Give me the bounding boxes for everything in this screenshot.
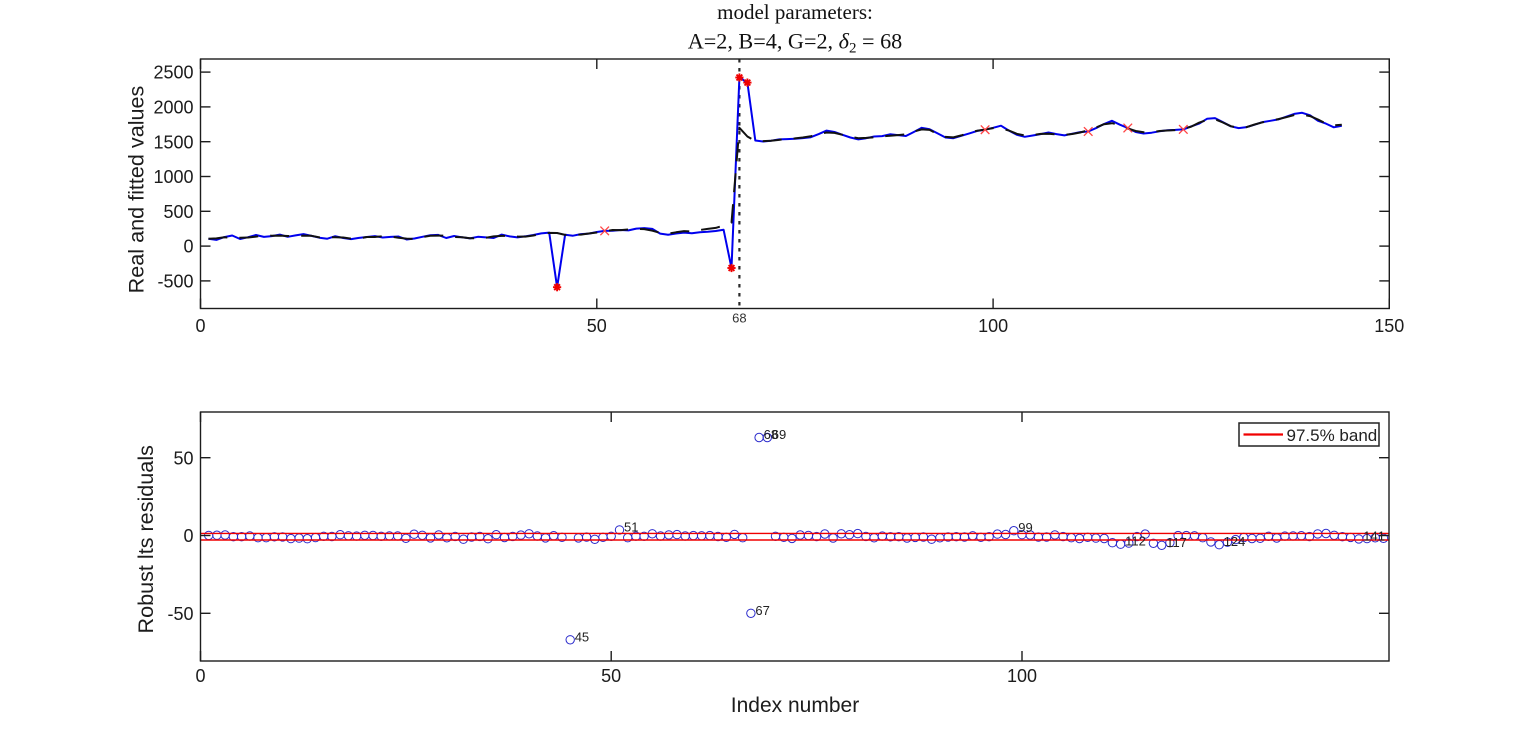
svg-text:1000: 1000	[153, 167, 193, 187]
svg-text:Robust lts residuals: Robust lts residuals	[133, 445, 158, 634]
svg-text:69: 69	[772, 427, 786, 442]
svg-text:100: 100	[978, 316, 1008, 336]
svg-text:2500: 2500	[153, 63, 193, 83]
svg-text:100: 100	[1007, 666, 1037, 686]
svg-text:68: 68	[732, 311, 746, 326]
svg-text:68: 68	[764, 427, 778, 442]
svg-text:45: 45	[575, 629, 589, 644]
svg-text:1500: 1500	[153, 132, 193, 152]
svg-text:0: 0	[183, 237, 193, 257]
svg-text:112: 112	[1125, 534, 1146, 549]
svg-text:0: 0	[195, 666, 205, 686]
svg-text:Index number: Index number	[731, 694, 859, 717]
svg-text:99: 99	[1018, 520, 1032, 535]
svg-text:-500: -500	[157, 272, 193, 292]
svg-text:2000: 2000	[153, 98, 193, 118]
svg-text:117: 117	[1166, 535, 1187, 550]
svg-text:50: 50	[601, 666, 621, 686]
svg-text:A=2, B=4, G=2, δ2 = 68: A=2, B=4, G=2, δ2 = 68	[688, 29, 903, 57]
svg-text:150: 150	[1374, 316, 1404, 336]
svg-text:0: 0	[183, 526, 193, 546]
svg-text:51: 51	[624, 519, 638, 534]
svg-text:Real and fitted values: Real and fitted values	[124, 85, 149, 293]
svg-text:50: 50	[587, 316, 607, 336]
svg-text:97.5% band: 97.5% band	[1287, 426, 1378, 445]
svg-text:141: 141	[1363, 528, 1385, 543]
svg-text:50: 50	[173, 448, 193, 468]
svg-text:-50: -50	[167, 604, 193, 624]
svg-text:0: 0	[195, 316, 205, 336]
svg-text:500: 500	[163, 202, 193, 222]
svg-text:124: 124	[1224, 534, 1246, 549]
svg-text:67: 67	[755, 603, 769, 618]
svg-text:model parameters:: model parameters:	[717, 0, 873, 24]
